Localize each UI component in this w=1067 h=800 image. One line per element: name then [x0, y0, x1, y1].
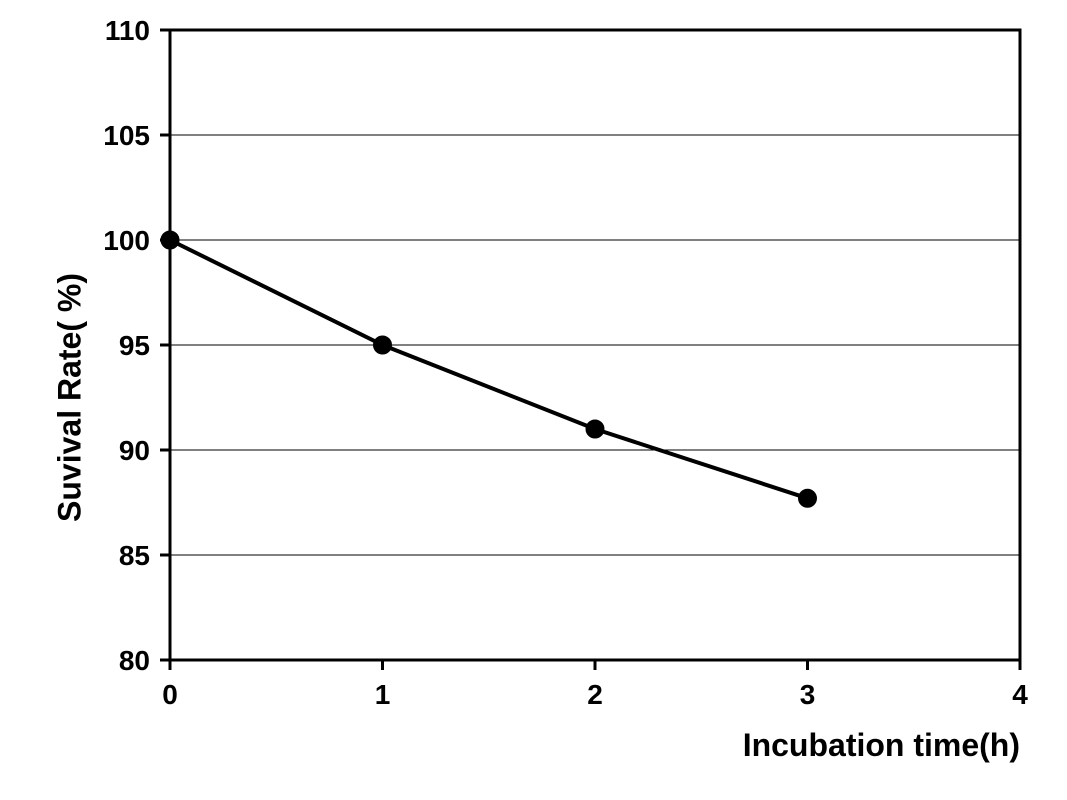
x-axis-label: Incubation time(h) — [743, 727, 1020, 763]
y-tick-label: 100 — [103, 225, 150, 256]
x-tick-label: 2 — [587, 679, 603, 710]
y-tick-label: 95 — [119, 330, 150, 361]
x-tick-label: 4 — [1012, 679, 1028, 710]
y-tick-label: 110 — [105, 15, 150, 46]
y-tick-label: 80 — [119, 645, 150, 676]
survival-rate-line-chart: 0 1 2 3 4 80 85 90 95 100 105 110 Incubation time(h)… — [0, 0, 1067, 800]
y-tick-label: 105 — [103, 120, 150, 151]
data-marker — [161, 231, 179, 249]
chart-container: 0 1 2 3 4 80 85 90 95 100 105 110 Incubation time(h)… — [0, 0, 1067, 800]
y-axis-label: Suvival Rate( %) — [51, 273, 87, 522]
y-tick-label: 85 — [119, 540, 150, 571]
data-marker — [374, 336, 392, 354]
data-marker — [586, 420, 604, 438]
x-tick-label: 0 — [162, 679, 178, 710]
x-tick-label: 3 — [800, 679, 816, 710]
x-tick-label: 1 — [375, 679, 391, 710]
y-tick-label: 90 — [119, 435, 150, 466]
data-marker — [799, 489, 817, 507]
